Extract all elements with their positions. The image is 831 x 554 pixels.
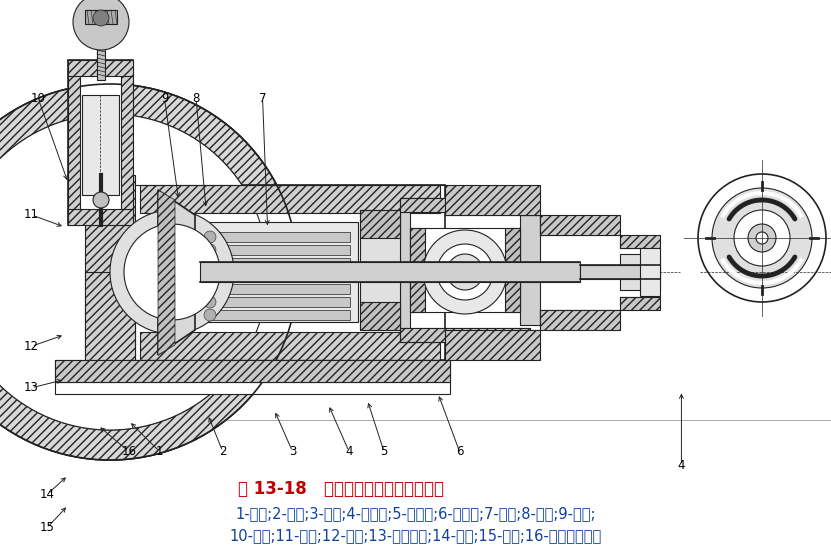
Bar	[55, 382, 450, 394]
Circle shape	[204, 309, 216, 321]
Bar	[140, 185, 440, 213]
Bar	[85, 10, 117, 24]
Circle shape	[698, 174, 826, 302]
Circle shape	[423, 230, 507, 314]
Bar	[620, 297, 660, 310]
Bar	[55, 360, 450, 382]
Bar	[360, 210, 400, 330]
Circle shape	[110, 210, 234, 334]
Bar	[85, 272, 135, 372]
Bar	[82, 95, 119, 195]
Circle shape	[748, 224, 776, 252]
Text: 5: 5	[381, 445, 387, 458]
Bar	[205, 284, 350, 294]
Bar	[68, 209, 133, 225]
Circle shape	[93, 10, 109, 26]
Text: 6: 6	[455, 445, 464, 458]
Bar	[140, 332, 440, 360]
Bar	[205, 271, 350, 281]
Bar	[205, 258, 350, 268]
Bar	[55, 360, 450, 382]
Bar	[445, 185, 540, 215]
Bar	[400, 328, 530, 342]
Text: 2: 2	[219, 445, 227, 458]
Bar	[505, 228, 520, 312]
Circle shape	[756, 232, 768, 244]
Bar	[205, 310, 350, 320]
Text: 9: 9	[160, 92, 169, 105]
Text: 10-压盘;11-斜盘;12-轴销;13-变量活塞;14-丝杆;15-手轮;16-变量机构壳体: 10-压盘;11-斜盘;12-轴销;13-变量活塞;14-丝杆;15-手轮;16…	[229, 528, 602, 543]
Circle shape	[204, 257, 216, 269]
Bar	[360, 210, 400, 238]
Polygon shape	[158, 190, 175, 355]
Text: 1: 1	[155, 445, 164, 458]
Text: 8: 8	[193, 92, 199, 105]
Bar	[540, 310, 620, 330]
Bar	[135, 185, 445, 360]
Bar	[580, 265, 660, 279]
Text: 16: 16	[121, 445, 136, 458]
Text: 3: 3	[289, 445, 296, 458]
Circle shape	[204, 296, 216, 308]
Circle shape	[437, 244, 493, 300]
Bar	[68, 60, 133, 76]
Bar	[400, 212, 410, 328]
Text: 7: 7	[258, 92, 267, 105]
Bar	[640, 248, 660, 296]
Bar	[445, 330, 540, 360]
Text: 14: 14	[40, 488, 55, 501]
Bar	[68, 60, 133, 225]
Bar	[620, 254, 660, 290]
Bar	[205, 232, 350, 242]
Bar	[97, 30, 105, 80]
Bar	[410, 228, 425, 312]
Circle shape	[204, 244, 216, 256]
Circle shape	[204, 231, 216, 243]
Bar	[68, 60, 80, 225]
Bar	[400, 328, 530, 342]
Bar	[205, 245, 350, 255]
Text: 15: 15	[40, 521, 55, 534]
Bar	[85, 175, 135, 370]
Bar	[410, 228, 520, 312]
Bar	[200, 262, 580, 282]
Text: 1-泵体;2-弹簧;3-缸体;4-配油盘;5-前泵体;6-传动轴;7-柱塞;8-轴承;9-滑履;: 1-泵体;2-弹簧;3-缸体;4-配油盘;5-前泵体;6-传动轴;7-柱塞;8-…	[235, 506, 596, 521]
Circle shape	[204, 283, 216, 295]
Bar	[520, 215, 540, 325]
Circle shape	[204, 270, 216, 282]
Text: 10: 10	[31, 92, 46, 105]
Circle shape	[93, 192, 109, 208]
Text: 11: 11	[24, 208, 39, 222]
Bar	[360, 302, 400, 330]
Polygon shape	[158, 190, 195, 355]
Circle shape	[712, 188, 812, 288]
Circle shape	[124, 224, 220, 320]
Bar	[400, 198, 530, 212]
Circle shape	[734, 210, 790, 266]
Circle shape	[0, 84, 298, 460]
Bar	[205, 297, 350, 307]
Wedge shape	[0, 84, 298, 460]
Bar	[540, 215, 620, 235]
Bar	[620, 235, 660, 248]
Text: 13: 13	[24, 381, 39, 394]
Circle shape	[0, 114, 268, 430]
Circle shape	[73, 0, 129, 50]
Text: 4: 4	[345, 445, 353, 458]
Bar	[121, 60, 133, 225]
Circle shape	[447, 254, 483, 290]
Bar	[198, 222, 358, 322]
Text: 图 13-18   斜盘式轴向柱塞泵的结构图: 图 13-18 斜盘式轴向柱塞泵的结构图	[238, 480, 444, 497]
Text: 4: 4	[677, 459, 686, 472]
Text: 12: 12	[24, 340, 39, 353]
Bar	[400, 198, 530, 212]
